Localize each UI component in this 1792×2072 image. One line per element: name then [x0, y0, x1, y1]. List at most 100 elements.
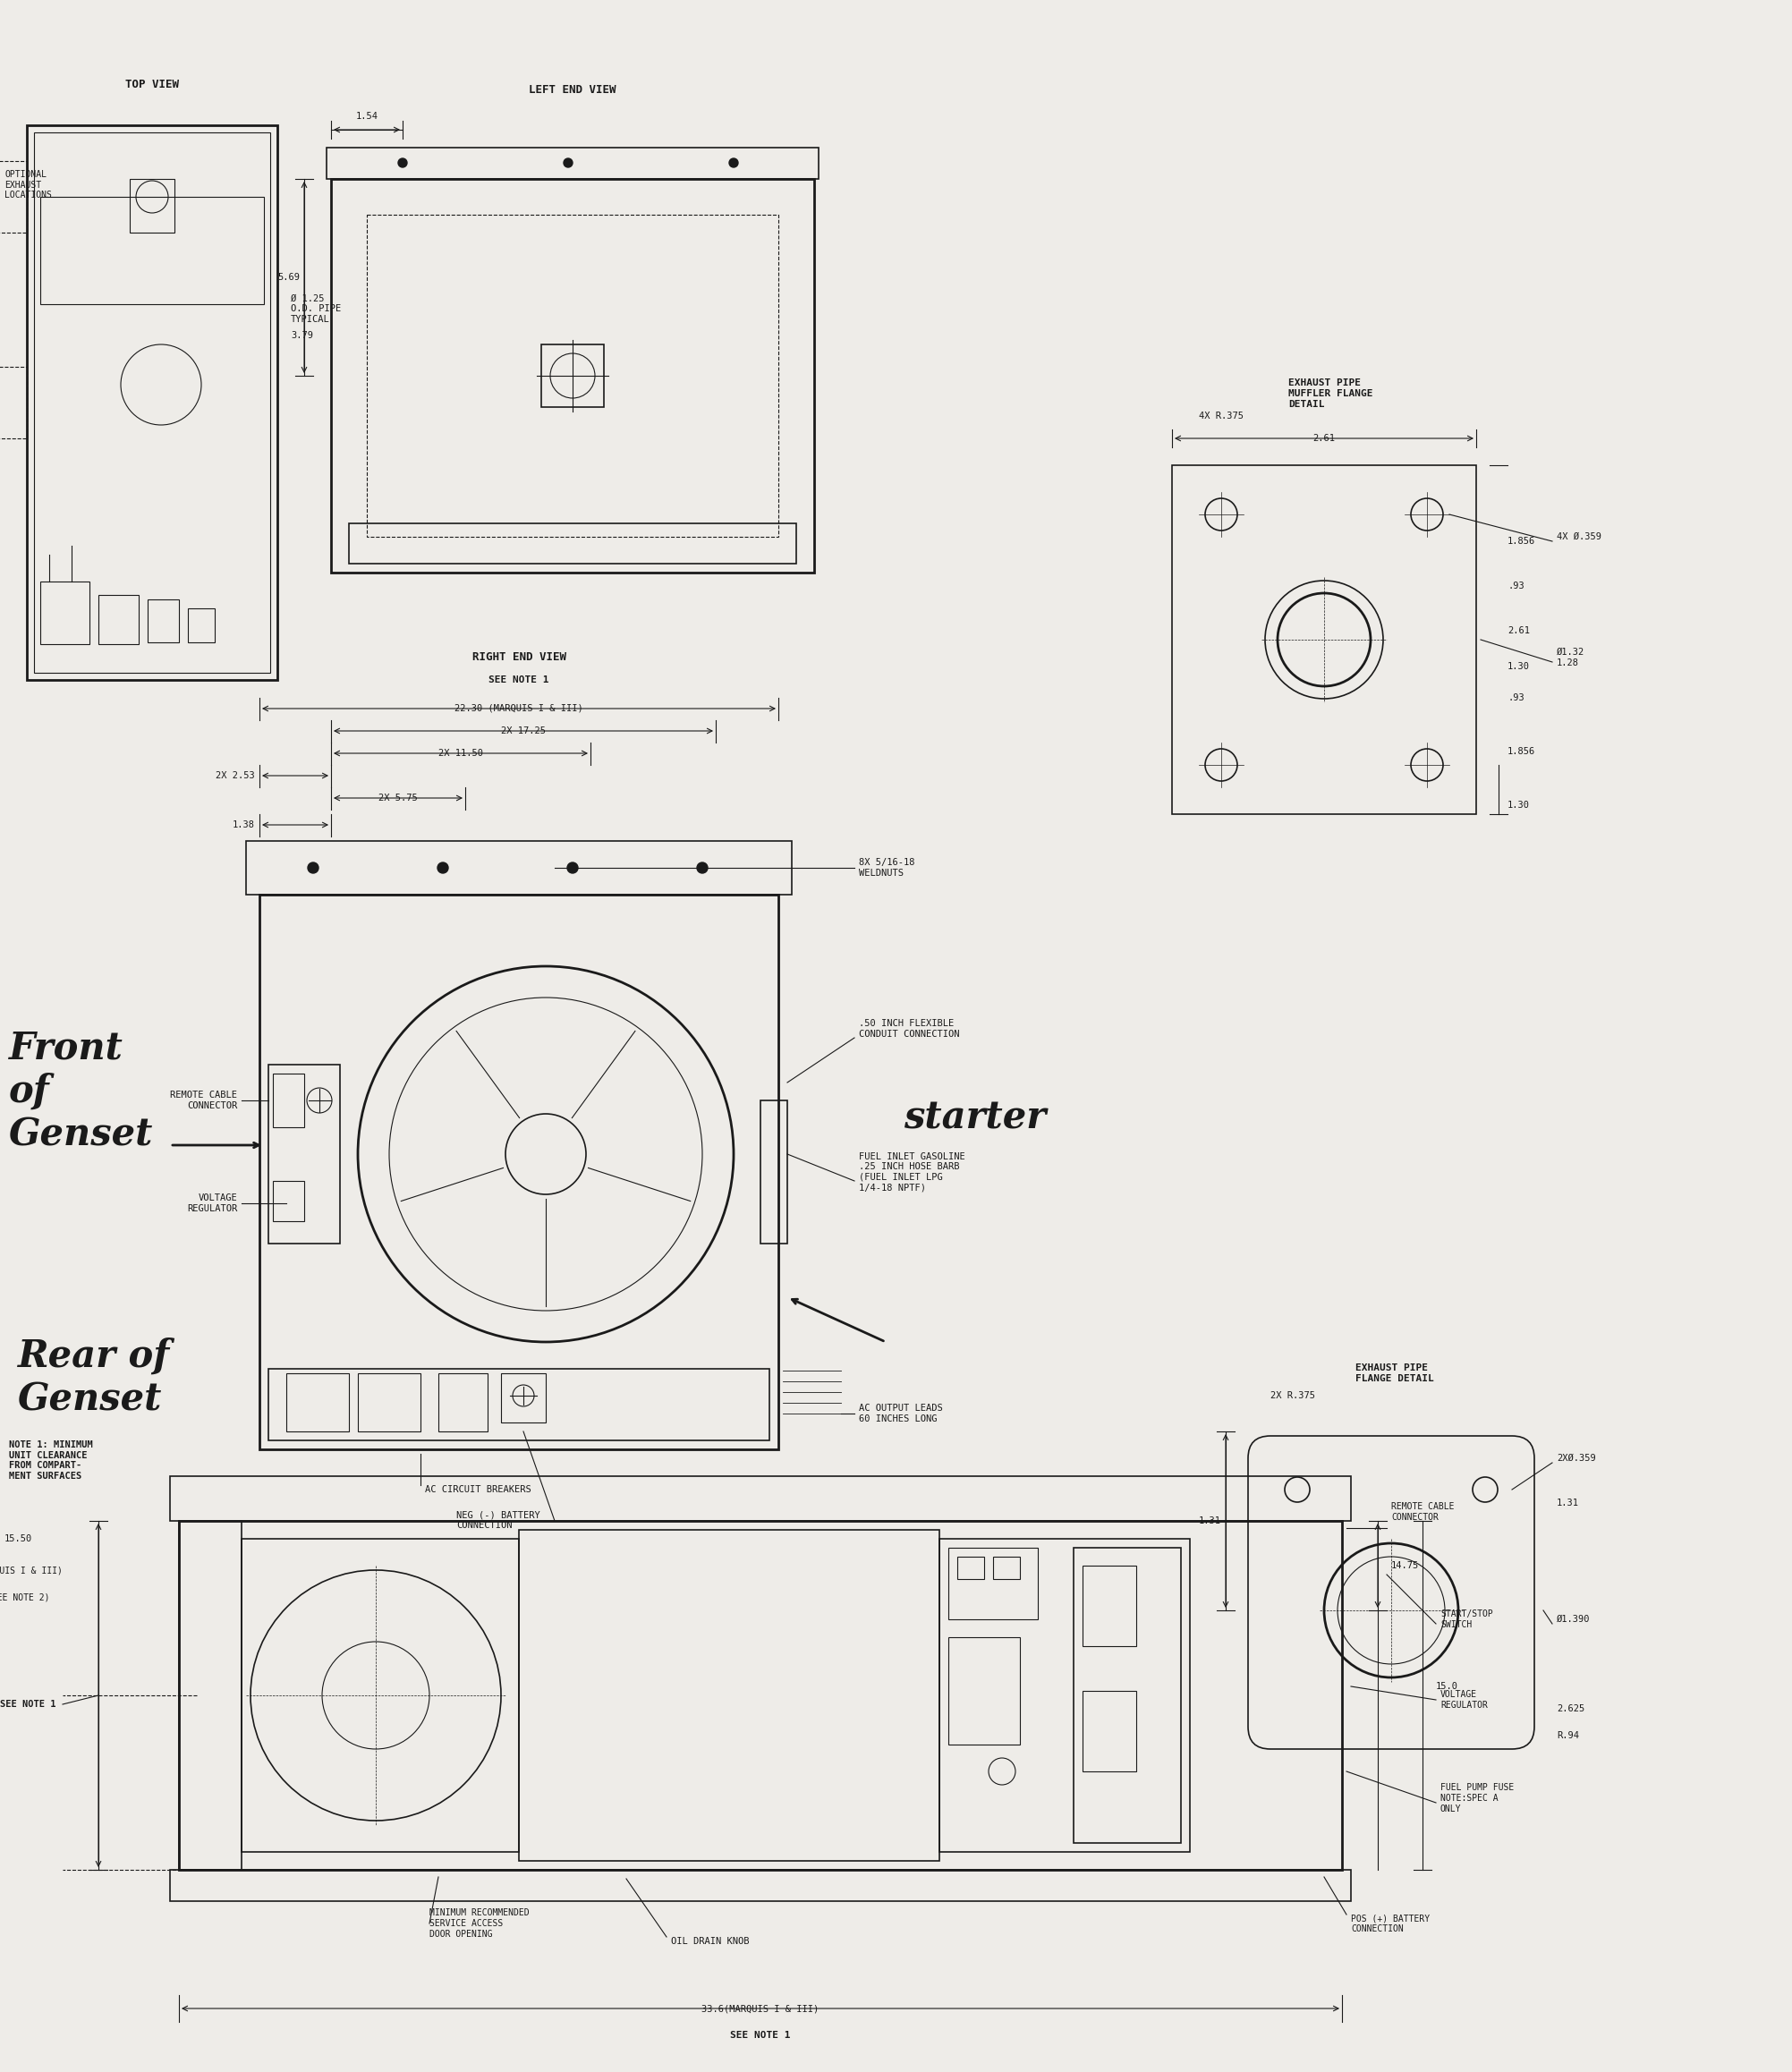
Text: 22.30 (MARQUIS I & III): 22.30 (MARQUIS I & III) [455, 704, 582, 713]
Circle shape [729, 157, 738, 168]
Bar [1073, 1548, 1181, 1842]
Bar [179, 1521, 1342, 1869]
Text: (SEE NOTE 2): (SEE NOTE 2) [0, 1593, 50, 1602]
Text: VOLTAGE
REGULATOR: VOLTAGE REGULATOR [1441, 1691, 1487, 1709]
Text: R.94: R.94 [1557, 1730, 1579, 1740]
Text: 2X 5.75: 2X 5.75 [378, 794, 418, 802]
Bar [502, 1374, 547, 1423]
Bar [39, 582, 90, 644]
Bar [260, 895, 778, 1448]
Bar [948, 1637, 1020, 1745]
Text: START/STOP
SWITCH: START/STOP SWITCH [1441, 1610, 1493, 1629]
Bar [99, 595, 138, 644]
Circle shape [398, 157, 407, 168]
Bar [129, 178, 174, 232]
Text: REMOTE CABLE
CONNECTOR: REMOTE CABLE CONNECTOR [1391, 1502, 1455, 1521]
Text: 1.31: 1.31 [1557, 1498, 1579, 1508]
Circle shape [697, 862, 708, 872]
Bar [993, 1556, 1020, 1579]
Text: 15.50: 15.50 [4, 1535, 32, 1544]
Text: AC OUTPUT LEADS
60 INCHES LONG: AC OUTPUT LEADS 60 INCHES LONG [858, 1405, 943, 1423]
Text: Rear of
Genset: Rear of Genset [18, 1336, 170, 1417]
Text: EXHAUST PIPE
FLANGE DETAIL: EXHAUST PIPE FLANGE DETAIL [1355, 1363, 1434, 1382]
Text: 4X R.375: 4X R.375 [1199, 412, 1244, 421]
Text: 2XØ.359: 2XØ.359 [1557, 1455, 1597, 1463]
Bar [27, 124, 278, 680]
Text: OPTIONAL
EXHAUST
LOCATIONS: OPTIONAL EXHAUST LOCATIONS [4, 170, 52, 199]
Bar [957, 1556, 984, 1579]
Text: 2X 11.50: 2X 11.50 [439, 748, 484, 758]
Text: VOLTAGE
REGULATOR: VOLTAGE REGULATOR [186, 1193, 237, 1212]
Text: Ø 1.25
O.D. PIPE
TYPICAL: Ø 1.25 O.D. PIPE TYPICAL [290, 294, 340, 323]
Text: .93: .93 [1507, 694, 1525, 702]
Bar [34, 133, 271, 673]
Text: 8X 5/16-18
WELDNUTS: 8X 5/16-18 WELDNUTS [858, 858, 914, 876]
Bar [541, 344, 604, 406]
Text: Ø1.32
1.28: Ø1.32 1.28 [1557, 649, 1584, 667]
Circle shape [437, 862, 448, 872]
Bar [367, 215, 778, 537]
Bar [170, 1869, 1351, 1902]
Bar [939, 1539, 1190, 1852]
Bar [349, 524, 796, 564]
Text: POS (+) BATTERY
CONNECTION: POS (+) BATTERY CONNECTION [1351, 1915, 1430, 1933]
Text: 5.69: 5.69 [278, 274, 299, 282]
Circle shape [308, 862, 319, 872]
Text: AC CIRCUIT BREAKERS: AC CIRCUIT BREAKERS [425, 1486, 530, 1494]
Text: 1.38: 1.38 [233, 821, 254, 829]
Bar [358, 1374, 421, 1432]
Bar [170, 1475, 1351, 1521]
Text: LEFT END VIEW: LEFT END VIEW [529, 83, 616, 95]
Text: 2X R.375: 2X R.375 [1271, 1390, 1315, 1401]
Text: FUEL PUMP FUSE
NOTE:SPEC A
ONLY: FUEL PUMP FUSE NOTE:SPEC A ONLY [1441, 1784, 1514, 1813]
Text: .93: .93 [1507, 582, 1525, 591]
Text: 14.75: 14.75 [1391, 1560, 1419, 1571]
Bar [1172, 466, 1477, 814]
Bar [948, 1548, 1038, 1620]
Text: SEE NOTE 1: SEE NOTE 1 [731, 2031, 790, 2039]
Text: 1.54: 1.54 [355, 112, 378, 120]
Bar [0, 162, 27, 232]
Text: 4X Ø.359: 4X Ø.359 [1557, 533, 1602, 541]
Text: 2.61: 2.61 [1507, 626, 1530, 636]
Text: OIL DRAIN KNOB: OIL DRAIN KNOB [670, 1937, 749, 1946]
Bar [179, 1521, 242, 1869]
Text: 1.30: 1.30 [1507, 663, 1530, 671]
Text: EXHAUST PIPE
MUFFLER FLANGE
DETAIL: EXHAUST PIPE MUFFLER FLANGE DETAIL [1288, 379, 1373, 408]
Bar [332, 178, 814, 572]
Bar [188, 609, 215, 642]
Bar [39, 197, 263, 305]
Text: Front
of
Genset: Front of Genset [9, 1030, 154, 1154]
Bar [269, 1065, 340, 1243]
Text: FUEL INLET GASOLINE
.25 INCH HOSE BARB
(FUEL INLET LPG
1/4-18 NPTF): FUEL INLET GASOLINE .25 INCH HOSE BARB (… [858, 1152, 966, 1191]
Text: 1.856: 1.856 [1507, 748, 1536, 756]
Bar [1082, 1566, 1136, 1645]
Bar [1082, 1691, 1136, 1772]
Bar [760, 1100, 787, 1243]
Text: 3.79: 3.79 [290, 332, 314, 340]
Text: NEG (-) BATTERY
CONNECTION: NEG (-) BATTERY CONNECTION [457, 1510, 539, 1529]
Text: 1.856: 1.856 [1507, 537, 1536, 545]
Text: 2X 2.53: 2X 2.53 [215, 771, 254, 781]
Bar [269, 1370, 769, 1440]
Bar [0, 367, 27, 439]
Bar [246, 841, 792, 895]
Text: 15.0: 15.0 [1435, 1682, 1459, 1691]
Text: NOTE 1: MINIMUM
UNIT CLEARANCE
FROM COMPART-
MENT SURFACES: NOTE 1: MINIMUM UNIT CLEARANCE FROM COMP… [9, 1440, 93, 1481]
Bar [326, 147, 819, 178]
Text: SEE NOTE 1: SEE NOTE 1 [0, 1699, 56, 1709]
Bar [520, 1529, 939, 1861]
Text: 1.31: 1.31 [1199, 1517, 1220, 1525]
Bar [272, 1073, 305, 1127]
Text: .50 INCH FLEXIBLE
CONDUIT CONNECTION: .50 INCH FLEXIBLE CONDUIT CONNECTION [858, 1019, 959, 1038]
Bar [147, 599, 179, 642]
Bar [287, 1374, 349, 1432]
Text: TOP VIEW: TOP VIEW [125, 79, 179, 91]
Circle shape [564, 157, 573, 168]
Text: 33.6(MARQUIS I & III): 33.6(MARQUIS I & III) [702, 2004, 819, 2014]
Text: (MARQUIS I & III): (MARQUIS I & III) [0, 1566, 63, 1575]
Bar [272, 1181, 305, 1220]
Text: Ø1.390: Ø1.390 [1557, 1614, 1590, 1624]
Bar [242, 1539, 520, 1852]
Text: MINIMUM RECOMMENDED
SERVICE ACCESS
DOOR OPENING: MINIMUM RECOMMENDED SERVICE ACCESS DOOR … [430, 1908, 529, 1937]
